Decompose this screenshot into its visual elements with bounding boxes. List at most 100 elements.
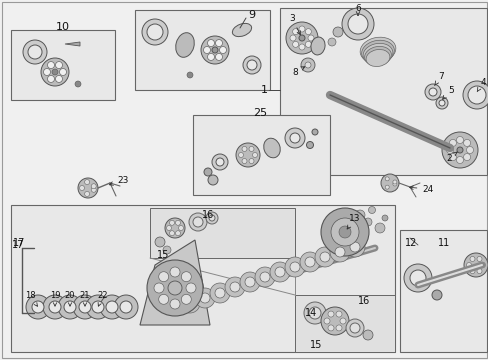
Ellipse shape (175, 33, 194, 57)
Circle shape (332, 27, 342, 37)
Text: 1: 1 (261, 85, 267, 95)
Text: 9: 9 (247, 10, 255, 20)
Circle shape (169, 220, 174, 225)
Circle shape (304, 302, 325, 324)
Text: 5: 5 (442, 86, 453, 99)
Circle shape (463, 154, 469, 161)
Circle shape (229, 282, 240, 292)
Circle shape (28, 45, 42, 59)
Text: 6: 6 (354, 4, 360, 15)
Circle shape (55, 76, 62, 82)
Circle shape (200, 293, 209, 303)
Circle shape (142, 19, 168, 45)
Circle shape (58, 295, 82, 319)
Circle shape (403, 264, 431, 292)
Text: 15: 15 (157, 250, 169, 260)
Circle shape (463, 139, 469, 147)
Circle shape (466, 262, 470, 267)
Circle shape (320, 307, 348, 335)
Circle shape (203, 46, 210, 54)
Bar (11, 205, 394, 352)
Circle shape (320, 208, 368, 256)
Circle shape (274, 267, 285, 277)
Circle shape (242, 147, 246, 152)
Text: 19: 19 (50, 291, 60, 306)
Circle shape (154, 283, 163, 293)
Circle shape (170, 267, 180, 277)
Circle shape (164, 218, 184, 238)
Circle shape (311, 129, 317, 135)
Circle shape (314, 247, 334, 267)
Circle shape (215, 40, 222, 46)
Circle shape (254, 267, 274, 287)
Circle shape (73, 295, 97, 319)
Circle shape (32, 301, 44, 313)
Circle shape (381, 215, 387, 221)
Bar (280, 8, 486, 175)
Circle shape (219, 46, 226, 54)
Ellipse shape (361, 40, 393, 64)
Bar (11, 30, 115, 100)
Circle shape (305, 62, 310, 68)
Circle shape (448, 139, 455, 147)
Text: 20: 20 (64, 291, 75, 306)
Circle shape (456, 157, 463, 163)
Circle shape (246, 60, 257, 70)
Circle shape (215, 288, 224, 298)
Text: 16: 16 (357, 296, 369, 306)
Text: 25: 25 (252, 108, 266, 118)
Circle shape (43, 68, 50, 76)
Circle shape (242, 158, 246, 163)
Circle shape (193, 217, 203, 227)
Circle shape (201, 36, 228, 64)
Circle shape (480, 262, 485, 267)
Circle shape (409, 270, 425, 286)
Circle shape (180, 293, 200, 313)
Circle shape (155, 237, 164, 247)
Ellipse shape (310, 37, 325, 55)
Circle shape (345, 237, 364, 257)
Circle shape (299, 252, 319, 272)
Circle shape (243, 56, 261, 74)
Circle shape (91, 184, 96, 189)
Circle shape (363, 218, 371, 226)
Circle shape (341, 8, 373, 40)
Text: 7: 7 (434, 72, 443, 86)
Circle shape (329, 242, 349, 262)
Circle shape (335, 325, 341, 331)
Ellipse shape (366, 49, 389, 67)
Circle shape (467, 86, 485, 104)
Circle shape (324, 318, 329, 324)
Circle shape (205, 212, 218, 224)
Circle shape (319, 252, 329, 262)
Circle shape (186, 72, 193, 78)
Circle shape (55, 62, 62, 68)
Ellipse shape (232, 23, 251, 37)
Text: 2: 2 (445, 152, 456, 162)
Circle shape (392, 180, 396, 184)
Bar (294, 295, 394, 352)
Circle shape (289, 133, 299, 143)
Polygon shape (140, 240, 209, 325)
Text: 23: 23 (109, 176, 128, 185)
Circle shape (330, 218, 358, 246)
Bar (150, 208, 294, 258)
Circle shape (339, 318, 346, 324)
Circle shape (216, 158, 224, 166)
Circle shape (308, 307, 320, 319)
Text: 18: 18 (24, 292, 38, 306)
Circle shape (100, 295, 124, 319)
Circle shape (446, 147, 452, 153)
Circle shape (167, 287, 183, 303)
Text: 13: 13 (346, 213, 360, 229)
Circle shape (240, 272, 260, 292)
Circle shape (431, 290, 441, 300)
Circle shape (178, 225, 183, 230)
Circle shape (248, 158, 253, 163)
Circle shape (349, 242, 359, 252)
Text: 16: 16 (202, 210, 214, 220)
Circle shape (43, 295, 67, 319)
Circle shape (208, 215, 215, 221)
Circle shape (189, 213, 206, 231)
Circle shape (346, 319, 363, 337)
